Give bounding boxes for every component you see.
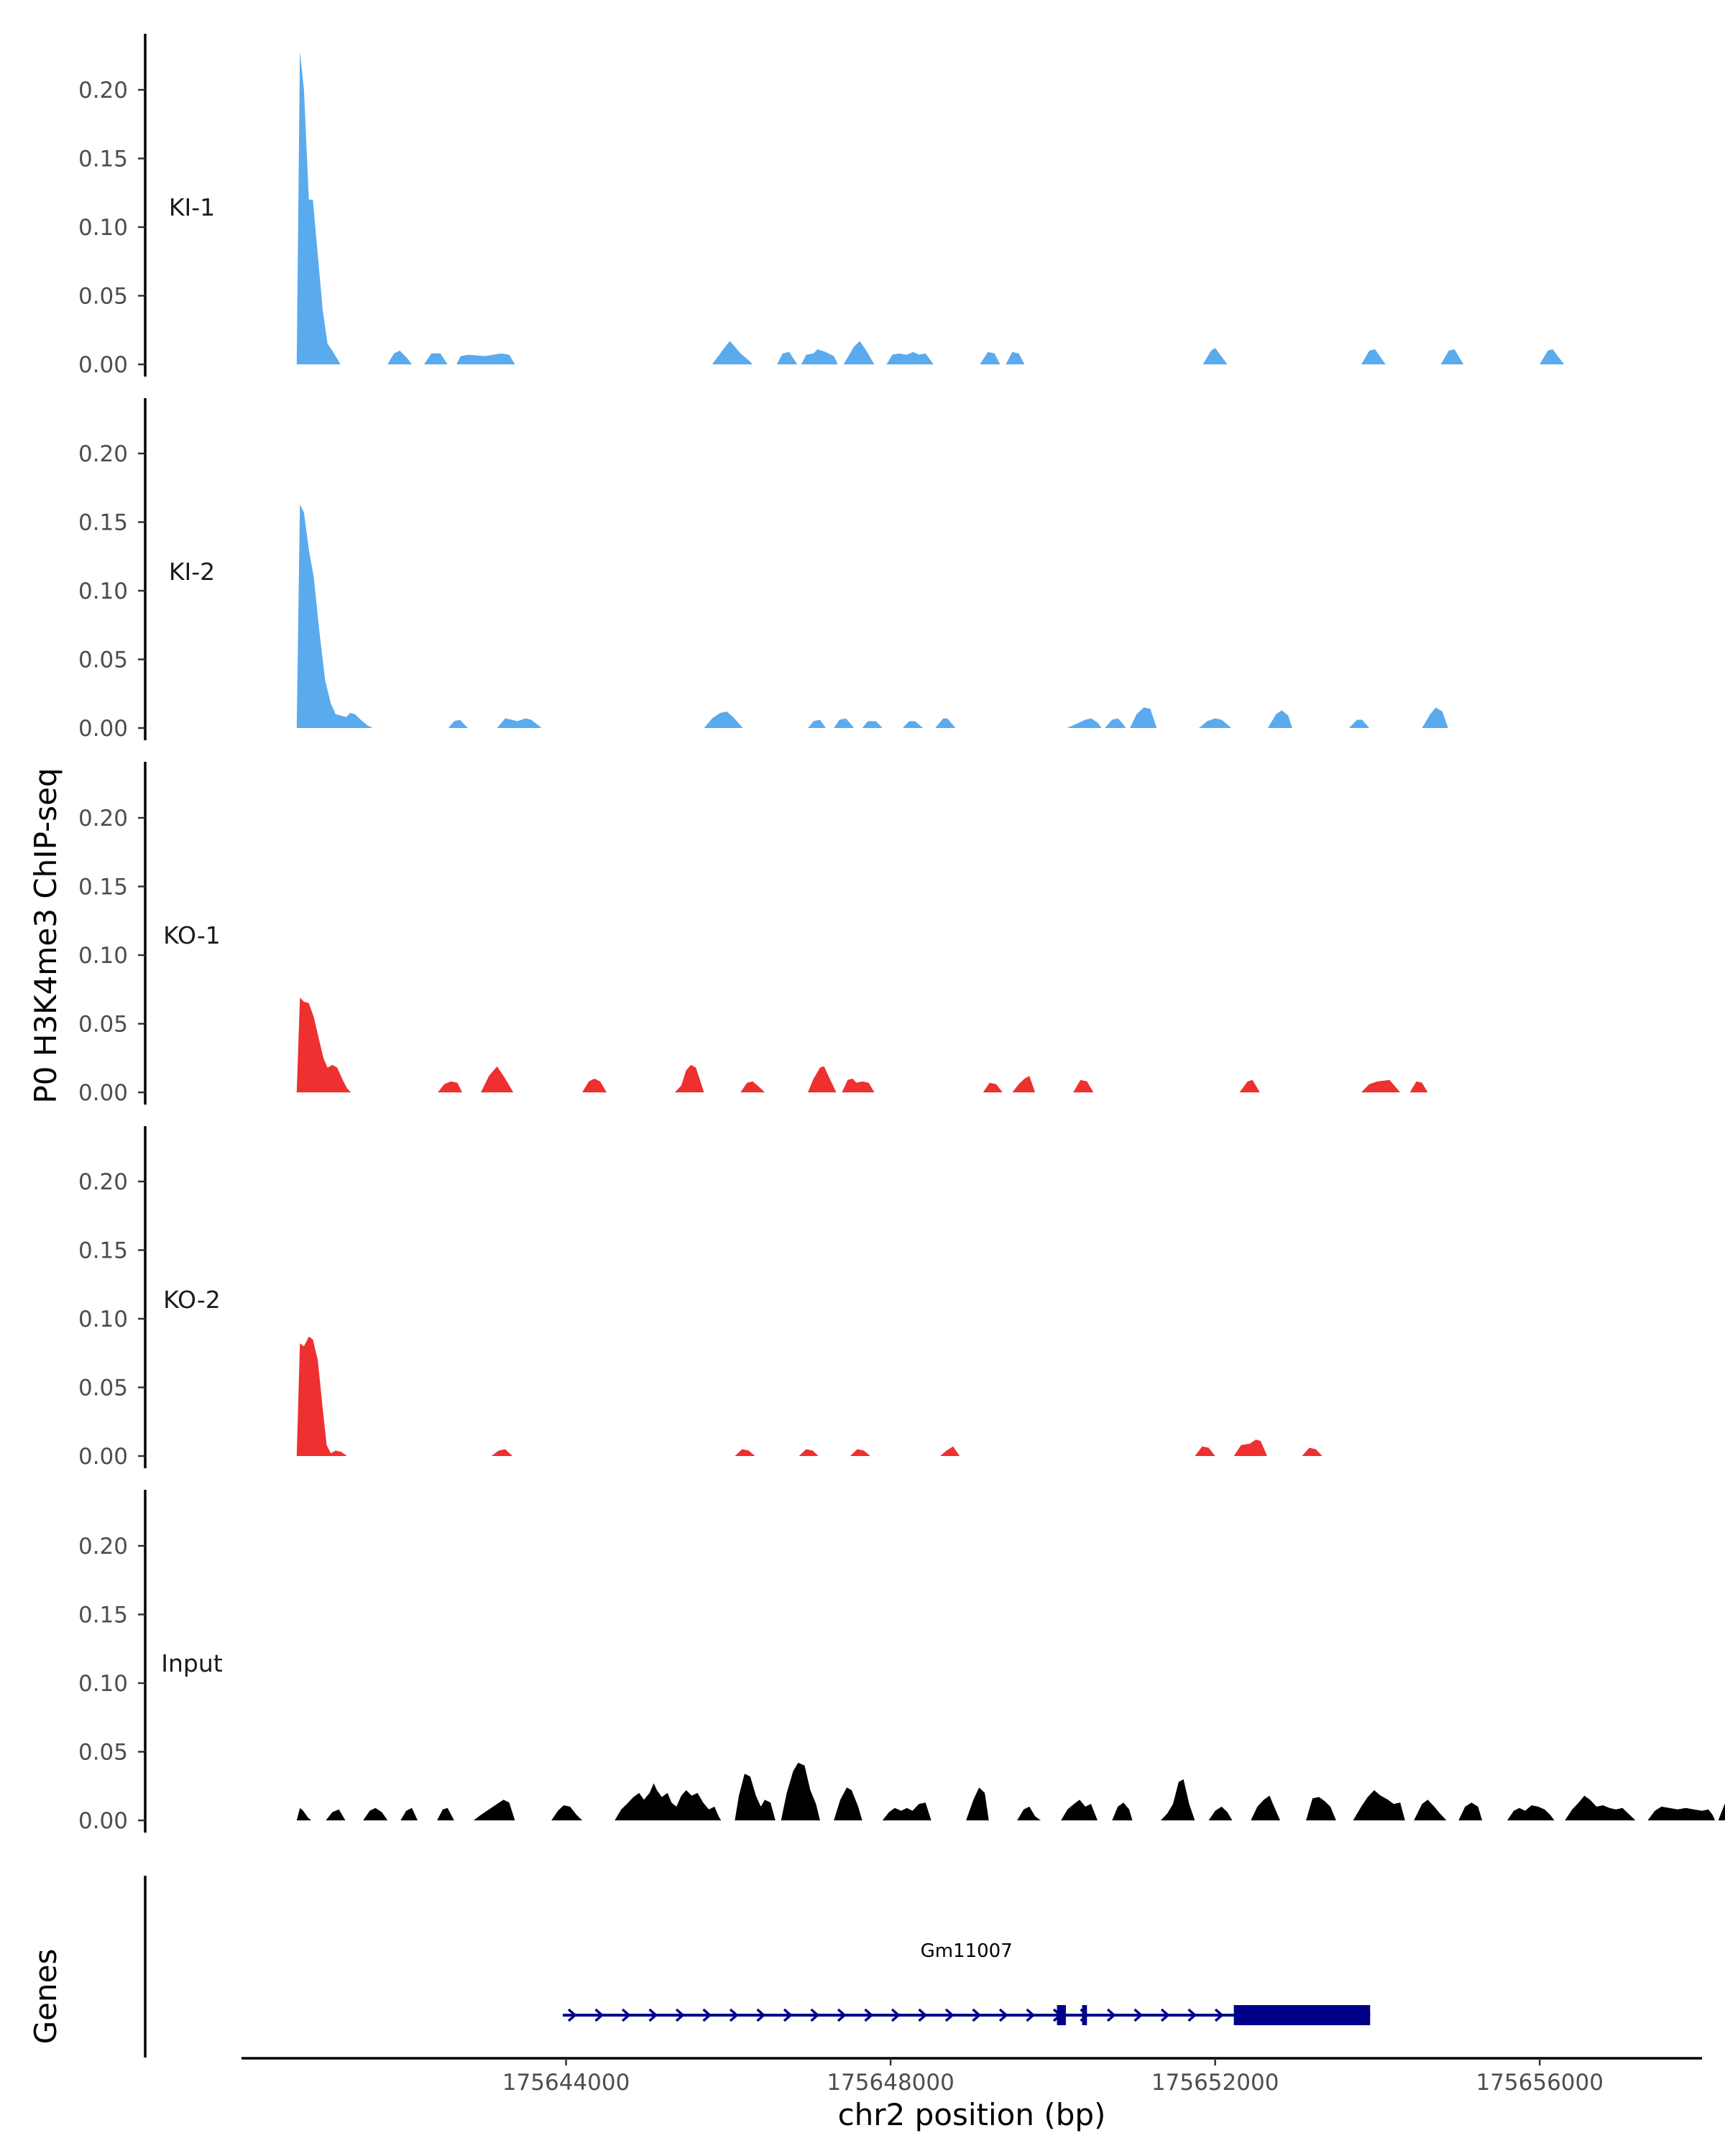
y-tick-label: 0.15 bbox=[78, 875, 128, 900]
y-tick-label: 0.00 bbox=[78, 1080, 128, 1106]
y-tick-label: 0.00 bbox=[78, 1444, 128, 1470]
y-tick-label: 0.20 bbox=[78, 78, 128, 103]
y-tick-label: 0.15 bbox=[78, 510, 128, 536]
genes-track-label: Genes bbox=[28, 1949, 63, 2045]
track-label: KI-1 bbox=[169, 193, 215, 221]
y-tick-label: 0.20 bbox=[78, 441, 128, 467]
strand-arrow bbox=[944, 2008, 954, 2022]
y-tick-label: 0.20 bbox=[78, 1534, 128, 1560]
track-label: KO-1 bbox=[163, 921, 221, 949]
y-tick-label: 0.00 bbox=[78, 716, 128, 742]
signal-area bbox=[296, 998, 1428, 1092]
strand-arrow bbox=[783, 2008, 793, 2022]
y-tick-label: 0.05 bbox=[78, 1376, 128, 1401]
strand-arrow bbox=[1133, 2008, 1144, 2022]
strand-arrow bbox=[1187, 2008, 1197, 2022]
strand-arrow bbox=[837, 2008, 847, 2022]
track-label: Input bbox=[161, 1649, 223, 1677]
strand-arrow bbox=[1214, 2008, 1224, 2022]
strand-arrow bbox=[810, 2008, 820, 2022]
strand-arrow bbox=[918, 2008, 928, 2022]
track-ko-2: 0.00 0.05 0.10 0.15 0.20 KO-2 bbox=[78, 1126, 1322, 1470]
y-tick-label: 0.15 bbox=[78, 147, 128, 172]
strand-arrow bbox=[648, 2008, 658, 2022]
y-tick-label: 0.00 bbox=[78, 352, 128, 378]
gene-exon bbox=[1057, 2005, 1066, 2025]
x-tick-label: 175648000 bbox=[827, 2070, 954, 2096]
genes-track: Gm11007 bbox=[144, 1876, 1371, 2058]
strand-arrow bbox=[621, 2008, 631, 2022]
x-axis: 175644000 175648000 175652000 175656000 bbox=[242, 2057, 1702, 2096]
track-ki-2: 0.00 0.05 0.10 0.15 0.20 KI-2 bbox=[78, 398, 1448, 742]
strand-arrow bbox=[1106, 2008, 1116, 2022]
y-axis-title: P0 H3K4me3 ChIP-seq bbox=[28, 768, 63, 1103]
signal-area bbox=[296, 1336, 1322, 1456]
y-tick-label: 0.10 bbox=[78, 215, 128, 241]
track-ki-1: 0.00 0.05 0.10 0.15 0.20 KI-1 bbox=[78, 34, 1565, 378]
strand-arrow bbox=[594, 2008, 604, 2022]
strand-arrow bbox=[756, 2008, 766, 2022]
strand-arrow bbox=[972, 2008, 982, 2022]
y-tick-label: 0.10 bbox=[78, 943, 128, 969]
y-tick-label: 0.00 bbox=[78, 1808, 128, 1834]
strand-arrow bbox=[702, 2008, 712, 2022]
gene-exon bbox=[1082, 2005, 1087, 2025]
strand-arrow bbox=[864, 2008, 874, 2022]
track-ko-1: 0.00 0.05 0.10 0.15 0.20 KO-1 bbox=[78, 762, 1428, 1106]
x-tick-label: 175644000 bbox=[502, 2070, 630, 2096]
signal-area bbox=[296, 1762, 1725, 1820]
y-tick-label: 0.15 bbox=[78, 1238, 128, 1264]
x-axis-title: chr2 position (bp) bbox=[838, 2097, 1106, 2132]
strand-arrow bbox=[1026, 2008, 1036, 2022]
strand-arrow bbox=[729, 2008, 739, 2022]
strand-arrow bbox=[567, 2008, 577, 2022]
track-label: KI-2 bbox=[169, 558, 215, 586]
signal-area bbox=[296, 504, 1448, 728]
gene-exon bbox=[1233, 2005, 1371, 2025]
strand-arrow bbox=[891, 2008, 901, 2022]
y-tick-label: 0.10 bbox=[78, 1307, 128, 1332]
y-tick-label: 0.20 bbox=[78, 806, 128, 831]
y-tick-label: 0.10 bbox=[78, 1671, 128, 1697]
y-tick-label: 0.05 bbox=[78, 1012, 128, 1038]
gene-model: Gm11007 bbox=[563, 1940, 1371, 2025]
y-tick-label: 0.20 bbox=[78, 1169, 128, 1195]
y-tick-label: 0.15 bbox=[78, 1603, 128, 1628]
y-tick-label: 0.10 bbox=[78, 579, 128, 604]
y-tick-label: 0.05 bbox=[78, 284, 128, 310]
x-tick-label: 175656000 bbox=[1476, 2070, 1604, 2096]
gene-name-label: Gm11007 bbox=[921, 1940, 1013, 1962]
chipseq-tracks: 0.00 0.05 0.10 0.15 0.20 KI-1 0.00 0.05 0.10 0.15… bbox=[78, 34, 1725, 1834]
x-tick-label: 175652000 bbox=[1151, 2070, 1279, 2096]
track-label: KO-2 bbox=[163, 1286, 221, 1314]
y-tick-label: 0.05 bbox=[78, 1740, 128, 1766]
y-tick-label: 0.05 bbox=[78, 648, 128, 673]
strand-arrow bbox=[998, 2008, 1008, 2022]
strand-arrow bbox=[1160, 2008, 1170, 2022]
signal-area bbox=[296, 51, 1565, 364]
track-input: 0.00 0.05 0.10 0.15 0.20 Input bbox=[78, 1490, 1725, 1834]
strand-arrow bbox=[675, 2008, 685, 2022]
